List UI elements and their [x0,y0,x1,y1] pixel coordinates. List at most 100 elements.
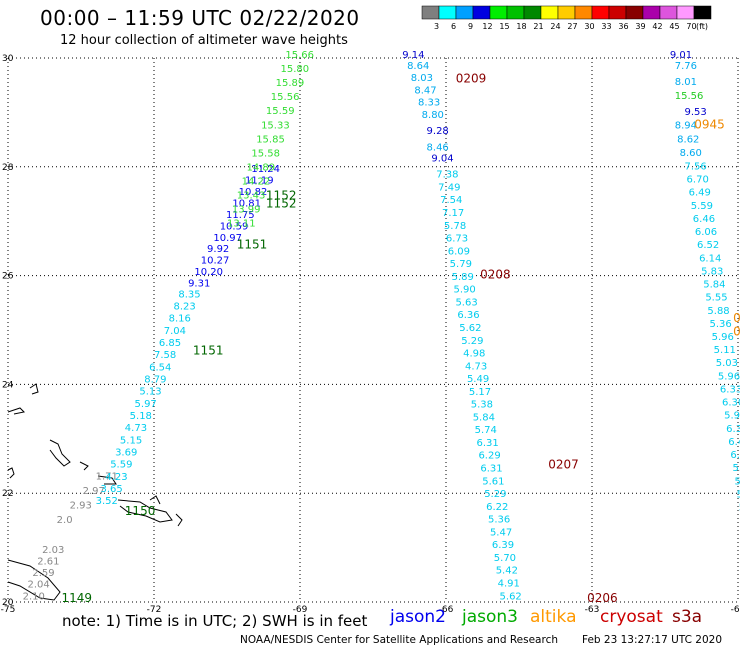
wave-height-label: 5.90 [454,285,476,296]
wave-height-label: 5.96 [712,332,734,343]
wave-height-label: 15.66 [285,50,314,61]
pass-time-label: 09 [733,311,740,325]
wave-height-label: 5.36 [488,515,510,526]
wave-height-label: 2.03 [42,545,64,556]
pass-time-label: 0209 [456,71,487,85]
wave-height-label: 5.47 [490,527,512,538]
wave-height-label: 6.30 [726,424,740,435]
legend-label: 15 [499,22,509,31]
wave-height-label: 5.83 [701,266,723,277]
wave-height-label: 5.62 [459,323,481,334]
wave-height-label: 5.59 [691,201,713,212]
wave-height-label: 6.31 [477,438,499,449]
wave-height-label: 7.38 [436,170,458,181]
wave-height-label: 7.49 [438,182,460,193]
legend-label: 9 [468,22,473,31]
pass-time-label: 0945 [694,118,725,132]
wave-height-label: 5.03 [716,358,738,369]
wave-height-label: 6.49 [689,188,711,199]
wave-height-label: 5.18 [130,411,152,422]
pass-time-label: 09 [733,324,740,338]
wave-height-label: 6.85 [159,338,181,349]
coastline [7,559,61,601]
wave-height-label: 8.03 [411,73,433,84]
wave-height-label: 4.73 [125,423,147,434]
wave-height-label: 5.29 [484,489,506,500]
wave-height-label: 2.93 [70,501,92,512]
pass-time-label: 1152 [266,188,297,202]
wave-height-label: 11.75 [226,210,255,221]
wave-height-label: 8.01 [675,77,697,88]
wave-height-label: 5.36 [709,319,731,330]
wave-height-label: 9.31 [188,278,210,289]
legend-label: 36 [618,22,628,31]
legend-swatch [523,5,542,20]
wave-height-label: 5.15 [120,435,142,446]
legend-label: 27 [567,22,577,31]
legend-swatch [455,5,474,20]
legend-swatch [608,5,627,20]
pass-time-label: 1151 [193,343,224,357]
wave-height-label: 5.13 [735,476,740,487]
wave-height-label: 8.33 [418,98,440,109]
wave-height-label: 3.69 [115,447,137,458]
wave-height-label: 13.99 [232,205,261,216]
wave-height-label: 6.06 [695,227,717,238]
wave-height-label: 3.65 [100,484,122,495]
legend-label: 30 [584,22,594,31]
wave-height-label: 7.56 [684,162,706,173]
satellite-cryosat: cryosat [600,607,663,627]
lat-tick-label: 24 [2,380,14,390]
pass-time-label: 1152 [266,197,297,211]
wave-height-label: 6.22 [486,502,508,513]
pass-time-label: 0206 [587,591,618,605]
legend-unit: (ft) [696,22,708,31]
wave-height-label: 10.82 [239,187,268,198]
wave-height-label: 5.49 [467,374,489,385]
wave-height-label: 6.46 [693,214,715,225]
legend-swatch [693,5,712,20]
wave-height-label: 15.58 [251,148,280,159]
wave-height-label: 15.80 [281,64,310,75]
wave-height-label: 5.62 [500,591,522,602]
legend-swatch [421,5,440,20]
wave-height-label: 7.17 [442,208,464,219]
lon-tick-label: -66 [439,605,454,615]
legend-swatch [540,5,559,20]
wave-height-label: 5.78 [444,221,466,232]
legend-swatch [438,5,457,20]
coastline [97,475,117,485]
pass-time-label: 1150 [125,504,156,518]
legend-label: 33 [601,22,611,31]
coastline [149,495,161,505]
wave-height-label: 15.89 [276,78,305,89]
map-frame [7,57,739,603]
wave-height-label: 3.52 [96,496,118,507]
wave-height-label: 5.29 [461,336,483,347]
legend-label: 3 [434,22,439,31]
color-legend: 3 6 9 12 15 18 21 24 27 30 33 36 39 42 45 70 (ft) [421,5,712,31]
wave-height-label: 1.71 [96,472,118,483]
lon-tick-label: -75 [1,605,16,615]
legend-swatch [472,5,491,20]
legend-swatch [489,5,508,20]
wave-height-label: 6.33 [720,384,740,395]
wave-height-label: 5.70 [494,553,516,564]
legend-label: 39 [635,22,645,31]
legend-swatch [625,5,644,20]
wave-height-label: 6.52 [697,240,719,251]
wave-height-label: 6.70 [687,175,709,186]
legend-label: 21 [533,22,543,31]
timestamp: Feb 23 13:27:17 UTC 2020 [582,634,722,646]
pass-time-label: 1151 [237,237,268,251]
wave-height-label: 2.97 [83,486,105,497]
wave-height-label: 5.55 [705,293,727,304]
wave-height-label: 8.94 [675,121,697,132]
wave-height-label: 5.5 [737,489,740,500]
legend-label: 24 [550,22,560,31]
wave-height-label: 5.38 [471,400,493,411]
lon-tick-label: -63 [585,605,600,615]
lat-tick-label: 22 [2,489,13,499]
coastline [117,499,173,523]
